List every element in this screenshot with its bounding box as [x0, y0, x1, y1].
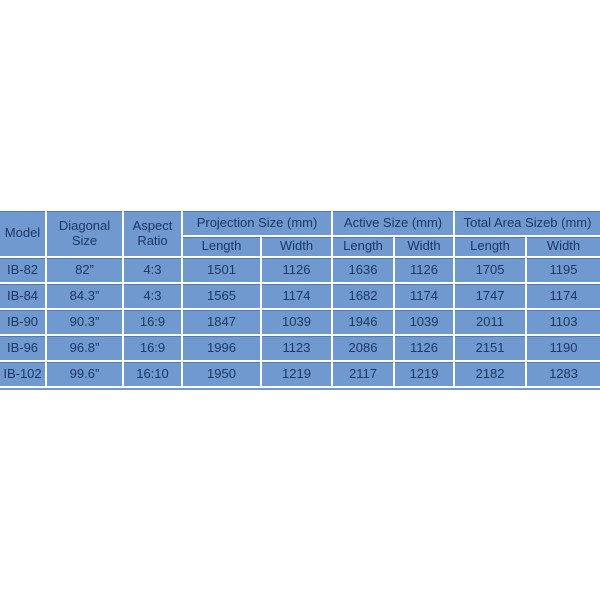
- active-width-cell: 1039: [395, 310, 454, 334]
- model-cell: IB-102: [0, 362, 45, 386]
- diagonal-size-cell: 99.6”: [47, 362, 122, 386]
- projection-length-cell: 1950: [183, 362, 260, 386]
- aspect-ratio-cell: 16:9: [124, 336, 181, 360]
- col-header-model: Model: [0, 211, 45, 256]
- projection-length-cell: 1565: [183, 284, 260, 308]
- projection-screen-spec-table: Model Diagonal Size Aspect Ratio Project…: [0, 209, 600, 388]
- model-cell: IB-82: [0, 258, 45, 282]
- group-header-active-size: Active Size (mm): [333, 211, 454, 235]
- table-row: IB-82 82” 4:3 1501 1126 1636 1126 1705 1195: [0, 258, 600, 282]
- total-length-cell: 1747: [455, 284, 526, 308]
- col-header-aspect-ratio: Aspect Ratio: [124, 211, 181, 256]
- aspect-ratio-cell: 16:10: [124, 362, 181, 386]
- projection-length-cell: 1501: [183, 258, 260, 282]
- projection-width-cell: 1039: [262, 310, 332, 334]
- active-length-cell: 2086: [333, 336, 394, 360]
- diagonal-size-cell: 82”: [47, 258, 122, 282]
- total-width-cell: 1174: [527, 284, 600, 308]
- total-width-cell: 1190: [527, 336, 600, 360]
- diagonal-size-cell: 84.3”: [47, 284, 122, 308]
- active-length-cell: 2117: [333, 362, 394, 386]
- active-length-cell: 1636: [333, 258, 394, 282]
- total-width-cell: 1103: [527, 310, 600, 334]
- sub-header-projection-length: Length: [183, 237, 260, 256]
- diagonal-size-cell: 96.8”: [47, 336, 122, 360]
- aspect-ratio-cell: 4:3: [124, 258, 181, 282]
- active-width-cell: 1126: [395, 258, 454, 282]
- model-cell: IB-90: [0, 310, 45, 334]
- total-length-cell: 2011: [455, 310, 526, 334]
- aspect-ratio-cell: 4:3: [124, 284, 181, 308]
- spec-table-container: Model Diagonal Size Aspect Ratio Project…: [0, 209, 600, 390]
- active-width-cell: 1126: [395, 336, 454, 360]
- table-bottom-border: [0, 388, 600, 390]
- aspect-ratio-cell: 16:9: [124, 310, 181, 334]
- total-length-cell: 1705: [455, 258, 526, 282]
- projection-length-cell: 1996: [183, 336, 260, 360]
- sub-header-active-length: Length: [333, 237, 394, 256]
- table-header: Model Diagonal Size Aspect Ratio Project…: [0, 211, 600, 256]
- total-length-cell: 2151: [455, 336, 526, 360]
- header-group-row: Model Diagonal Size Aspect Ratio Project…: [0, 211, 600, 256]
- table-row: IB-90 90.3” 16:9 1847 1039 1946 1039 2011 1103: [0, 310, 600, 334]
- projection-width-cell: 1174: [262, 284, 332, 308]
- total-width-cell: 1283: [527, 362, 600, 386]
- spec-table-body: IB-82 82” 4:3 1501 1126 1636 1126 1705 1195 IB-84…: [0, 258, 600, 386]
- col-header-diagonal-size: Diagonal Size: [47, 211, 122, 256]
- group-header-total-area-size: Total Area Sizeb (mm): [455, 211, 600, 235]
- model-cell: IB-96: [0, 336, 45, 360]
- table-row: IB-84 84.3” 4:3 1565 1174 1682 1174 1747 1174: [0, 284, 600, 308]
- active-length-cell: 1946: [333, 310, 394, 334]
- table-row: IB-96 96.8” 16:9 1996 1123 2086 1126 2151 1190: [0, 336, 600, 360]
- projection-width-cell: 1123: [262, 336, 332, 360]
- projection-length-cell: 1847: [183, 310, 260, 334]
- group-header-projection-size: Projection Size (mm): [183, 211, 332, 235]
- sub-header-total-length: Length: [455, 237, 526, 256]
- sub-header-total-width: Width: [527, 237, 600, 256]
- header-sub-row: Length Width Length Width Length Width: [0, 237, 600, 256]
- active-width-cell: 1174: [395, 284, 454, 308]
- total-width-cell: 1195: [527, 258, 600, 282]
- projection-width-cell: 1126: [262, 258, 332, 282]
- projection-width-cell: 1219: [262, 362, 332, 386]
- table-row: IB-102 99.6” 16:10 1950 1219 2117 1219 2182 1283: [0, 362, 600, 386]
- total-length-cell: 2182: [455, 362, 526, 386]
- sub-header-active-width: Width: [395, 237, 454, 256]
- active-width-cell: 1219: [395, 362, 454, 386]
- model-cell: IB-84: [0, 284, 45, 308]
- diagonal-size-cell: 90.3”: [47, 310, 122, 334]
- sub-header-projection-width: Width: [262, 237, 332, 256]
- active-length-cell: 1682: [333, 284, 394, 308]
